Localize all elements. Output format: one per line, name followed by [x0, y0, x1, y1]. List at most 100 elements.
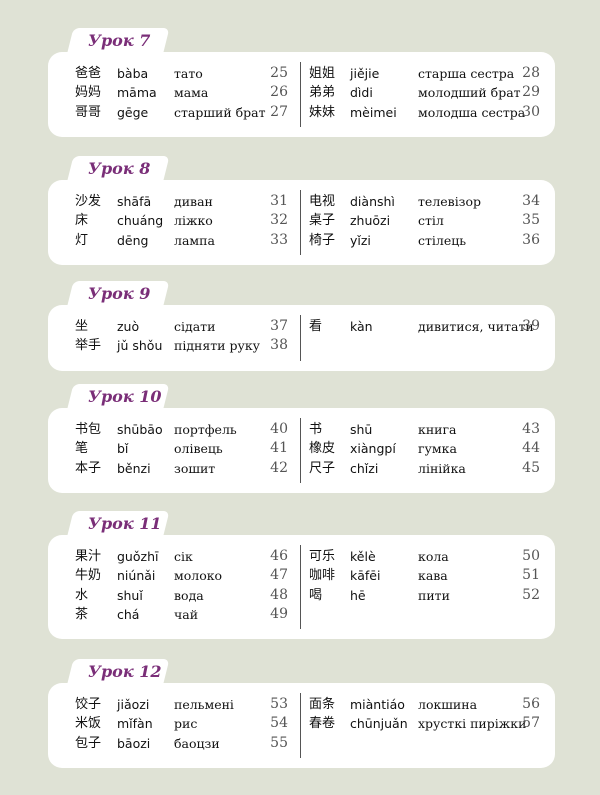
pinyin: chuáng [117, 213, 164, 229]
word-number: 55 [270, 734, 288, 751]
hanzi: 坐 [75, 319, 89, 334]
hanzi: 包子 [75, 735, 102, 751]
hanzi: 米饭 [75, 716, 102, 732]
pinyin: jǔ shǒu [117, 338, 163, 354]
pinyin: zuò [117, 319, 140, 334]
word-number: 54 [270, 715, 288, 732]
hanzi: 哥哥 [75, 104, 102, 120]
hanzi: 爸爸 [75, 66, 102, 81]
pinyin: shūbāo [117, 422, 163, 437]
pinyin: shū [350, 422, 373, 437]
pinyin: bāozi [117, 735, 151, 751]
translation: старша сестра [418, 66, 515, 81]
pinyin: diànshì [350, 194, 395, 209]
hanzi: 喝 [309, 587, 323, 603]
word-number: 36 [522, 231, 540, 248]
word-number: 50 [522, 548, 540, 564]
pinyin: shuǐ [117, 587, 143, 603]
column-divider [300, 62, 301, 127]
pinyin: shāfā [117, 194, 152, 209]
translation: лінійка [418, 460, 466, 476]
hanzi: 床 [75, 213, 89, 229]
pinyin: gēge [117, 104, 149, 120]
translation: лампа [174, 232, 215, 248]
translation: чай [174, 606, 199, 622]
pinyin: niúnǎi [117, 568, 156, 584]
hanzi: 灯 [75, 232, 89, 248]
pinyin: chǐzi [350, 460, 379, 476]
hanzi: 看 [309, 319, 323, 334]
translation: кава [418, 568, 448, 584]
translation: телевізор [418, 194, 482, 209]
word-number: 57 [522, 715, 540, 732]
pinyin: chūnjuǎn [350, 716, 408, 732]
word-number: 48 [270, 586, 288, 603]
translation: олівець [174, 441, 223, 457]
pinyin: dēng [117, 232, 149, 248]
pinyin: yǐzi [350, 232, 371, 248]
pinyin: zhuōzi [350, 213, 391, 229]
translation: локшина [418, 697, 478, 712]
pinyin: kàn [350, 319, 373, 334]
pinyin: xiàngpí [350, 441, 396, 457]
hanzi: 妹妹 [309, 104, 336, 120]
lesson-title: Урок 11 [88, 514, 162, 533]
lesson-box [48, 52, 555, 137]
hanzi: 电视 [309, 194, 336, 209]
translation: молодша сестра [418, 104, 526, 120]
column-divider [300, 190, 301, 255]
word-number: 42 [270, 459, 288, 476]
hanzi: 可乐 [309, 549, 336, 564]
lesson-box [48, 305, 555, 371]
column-divider [300, 545, 301, 629]
hanzi: 书包 [75, 422, 102, 437]
hanzi: 椅子 [309, 232, 336, 248]
hanzi: 沙发 [75, 194, 102, 209]
word-number: 37 [270, 318, 288, 334]
pinyin: kělè [350, 549, 376, 564]
lesson-title: Урок 7 [88, 31, 151, 50]
pinyin: miàntiáo [350, 697, 405, 712]
hanzi: 妈妈 [75, 85, 102, 101]
pinyin: chá [117, 606, 140, 622]
word-number: 56 [522, 696, 540, 712]
hanzi: 弟弟 [309, 85, 336, 101]
word-number: 38 [270, 337, 288, 354]
word-number: 46 [270, 548, 288, 564]
lesson-title: Урок 10 [88, 387, 162, 406]
pinyin: hē [350, 587, 366, 603]
translation: гумка [418, 441, 457, 457]
word-number: 26 [270, 84, 288, 101]
translation: ліжко [174, 213, 213, 229]
lesson-box [48, 683, 555, 768]
hanzi: 面条 [309, 697, 336, 712]
pinyin: dìdi [350, 85, 373, 101]
pinyin: běnzi [117, 460, 151, 476]
lesson-box [48, 180, 555, 265]
translation: баоцзи [174, 735, 220, 751]
word-number: 25 [270, 65, 288, 81]
lesson-box [48, 535, 555, 639]
pinyin: jiějie [350, 66, 380, 81]
word-number: 52 [522, 586, 540, 603]
word-number: 28 [522, 65, 540, 81]
pinyin: mèimei [350, 104, 397, 120]
translation: молодший брат [418, 85, 521, 101]
pinyin: jiǎozi [117, 697, 150, 712]
word-number: 41 [270, 440, 288, 457]
word-number: 30 [522, 103, 540, 120]
translation: зошит [174, 460, 216, 476]
translation: пельмені [174, 697, 234, 712]
lesson-title: Урок 9 [88, 284, 151, 303]
word-number: 53 [270, 696, 288, 712]
hanzi: 牛奶 [75, 568, 102, 584]
hanzi: 咖啡 [309, 568, 336, 584]
hanzi: 本子 [75, 460, 102, 476]
lesson-box [48, 408, 555, 493]
word-number: 51 [522, 567, 540, 584]
pinyin: bǐ [117, 441, 129, 457]
hanzi: 书 [309, 422, 323, 437]
lesson-title: Урок 12 [88, 662, 162, 681]
hanzi: 橡皮 [309, 441, 336, 457]
